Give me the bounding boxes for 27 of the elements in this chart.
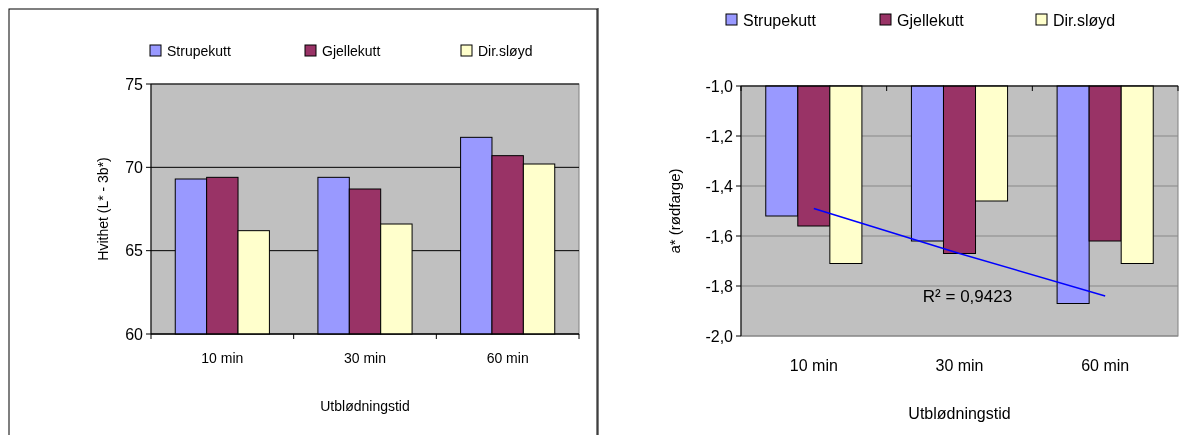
x-tick-label: 10 min — [789, 356, 838, 374]
x-tick-label: 10 min — [201, 349, 244, 366]
x-axis-title: Utblødningstid — [320, 397, 410, 414]
legend-label: Strupekutt — [167, 42, 231, 59]
y-tick-label: -1,0 — [705, 77, 734, 95]
x-tick-label: 60 min — [1081, 356, 1130, 374]
x-tick-label: 60 min — [486, 349, 529, 366]
y-tick-label: 75 — [125, 75, 144, 93]
x-tick-label: 30 min — [935, 356, 984, 374]
y-tick-label: -1,8 — [705, 277, 734, 295]
x-tick-label: 30 min — [343, 349, 387, 366]
legend-label: Gjellekutt — [322, 42, 381, 59]
y-tick-label: -2,0 — [705, 327, 734, 345]
y-tick-label: -1,6 — [705, 227, 734, 245]
y-axis-title: Hvithet (L* - 3b*) — [95, 157, 111, 261]
legend-label: Dir.sløyd — [1053, 11, 1116, 29]
y-tick-label: -1,2 — [705, 127, 734, 145]
x-axis-title: Utblødningstid — [908, 404, 1011, 422]
legend-label: Gjellekutt — [897, 11, 965, 29]
y-tick-label: 60 — [125, 325, 144, 343]
annotation: R² = 0,9423 — [922, 287, 1013, 306]
y-axis-title: a* (rødfarge) — [666, 168, 683, 254]
y-tick-label: -1,4 — [705, 177, 734, 195]
y-tick-label: 65 — [125, 242, 144, 260]
legend-label: Strupekutt — [743, 11, 817, 29]
y-tick-label: 70 — [125, 158, 144, 176]
legend-label: Dir.sløyd — [478, 42, 533, 59]
